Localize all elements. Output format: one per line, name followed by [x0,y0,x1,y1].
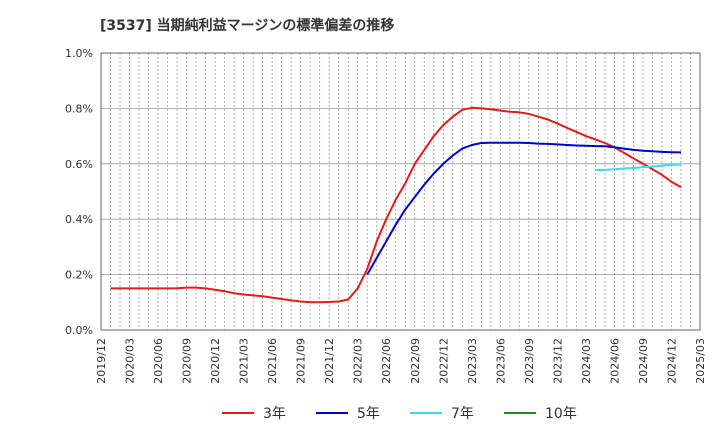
x-tick-label: 2021/06 [266,338,279,384]
x-tick-label: 2021/12 [323,338,336,384]
x-tick-label: 2021/09 [295,338,308,384]
plot-border [100,52,701,331]
series-line-7年 [595,163,682,171]
legend-label: 5年 [357,406,380,422]
x-tick-label: 2024/09 [637,338,650,384]
x-tick-label: 2024/03 [580,338,593,384]
x-tick-label: 2025/03 [694,338,707,384]
y-tick-label: 0.2% [65,269,93,282]
y-tick-label: 0.6% [65,158,93,171]
plot-area: 0.0% 0.2% 0.4% 0.6% 0.8% 1.0% 2019/12 2020/03 20… [65,47,707,384]
legend: 3年 5年 7年 10年 [222,406,577,422]
x-tick-label: 2022/09 [409,338,422,384]
x-tick-label: 2021/03 [238,338,251,384]
series-line-5年 [366,141,682,276]
x-tick-label: 2023/03 [466,338,479,384]
legend-label: 10年 [545,406,577,422]
x-tick-label: 2020/09 [181,338,194,384]
series-line-3年 [110,106,682,304]
x-tick-label: 2023/09 [523,338,536,384]
chart-title: [3537] 当期純利益マージンの標準偏差の推移 [100,17,394,34]
x-tick-label: 2020/03 [124,338,137,384]
legend-label: 7年 [451,406,474,422]
x-tick-label: 2020/12 [209,338,222,384]
y-tick-label: 0.8% [65,102,93,115]
y-tick-label: 1.0% [65,47,93,60]
legend-label: 3年 [263,406,286,422]
y-tick-label: 0.4% [65,213,93,226]
x-tick-label: 2022/12 [437,338,450,384]
x-tick-label: 2023/06 [494,338,507,384]
x-tick-label: 2022/03 [352,338,365,384]
x-tick-label: 2024/12 [665,338,678,384]
y-tick-label: 0.0% [65,324,93,337]
x-tick-label: 2023/12 [551,338,564,384]
x-tick-label: 2019/12 [95,338,108,384]
x-tick-label: 2024/06 [608,338,621,384]
x-tick-label: 2022/06 [380,338,393,384]
x-tick-label: 2020/06 [152,338,165,384]
